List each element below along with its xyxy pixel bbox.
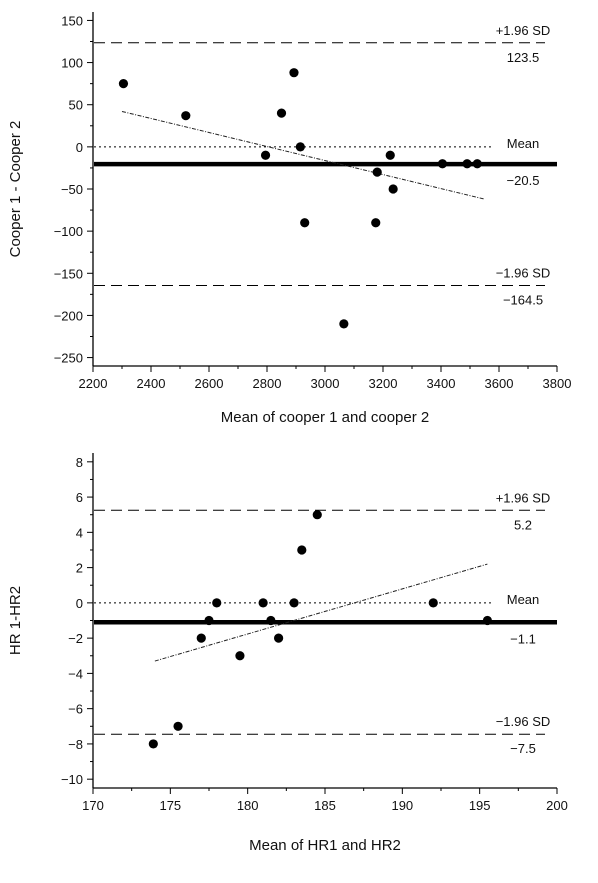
hr-y-tick-label: −2 <box>68 631 83 646</box>
cooper-y-tick-label: 50 <box>69 98 83 113</box>
cooper-data-point <box>276 108 287 118</box>
cooper-data-point <box>371 218 381 228</box>
cooper-bland-altman-plot: 150 100 50 0 −50 −100 −150 −200 −250 2200 2400 2600… <box>7 12 571 426</box>
cooper-data-point <box>472 159 482 169</box>
hr-y-tick-label: 2 <box>76 561 83 576</box>
hr-data-point <box>428 598 438 608</box>
hr-data-point <box>235 651 245 661</box>
cooper-y-tick-label: 150 <box>61 13 83 28</box>
hr-lower-limit-label: −1.96 SD <box>496 714 551 729</box>
hr-data-point <box>173 721 183 731</box>
cooper-data-point <box>260 150 271 160</box>
cooper-upper-limit-label: +1.96 SD <box>496 23 551 38</box>
hr-upper-limit-label: +1.96 SD <box>496 490 551 505</box>
cooper-mean-value: −20.5 <box>507 173 540 188</box>
cooper-data-point <box>118 79 129 89</box>
cooper-x-tick-label: 2400 <box>137 376 166 391</box>
cooper-lower-limit-label: −1.96 SD <box>496 266 551 281</box>
hr-x-tick-label: 195 <box>469 798 491 813</box>
hr-mean-value: −1.1 <box>510 631 536 646</box>
hr-y-tick-label: 6 <box>76 490 83 505</box>
hr-data-point <box>148 739 158 749</box>
hr-x-axis-label: Mean of HR1 and HR2 <box>249 837 401 854</box>
hr-x-tick-label: 200 <box>546 798 568 813</box>
cooper-x-tick-label: 3400 <box>427 376 456 391</box>
cooper-data-point <box>462 159 472 169</box>
hr-y-tick-label: −10 <box>61 772 83 787</box>
hr-x-tick-label: 185 <box>314 798 336 813</box>
hr-upper-limit-value: 5.2 <box>514 517 532 532</box>
hr-data-point <box>196 633 206 643</box>
cooper-x-tick-label: 3000 <box>311 376 340 391</box>
hr-data-point <box>212 598 222 608</box>
cooper-x-tick-label: 3600 <box>485 376 514 391</box>
cooper-x-tick-label: 2600 <box>195 376 224 391</box>
cooper-data-point <box>339 319 349 329</box>
hr-data-point <box>289 598 299 608</box>
cooper-data-point <box>300 218 310 228</box>
hr-data-point <box>274 633 284 643</box>
hr-data-point <box>204 615 214 626</box>
hr-y-tick-label: 8 <box>76 455 83 470</box>
hr-x-tick-label: 170 <box>82 798 104 813</box>
hr-y-tick-label: 0 <box>76 596 83 611</box>
cooper-x-tick-label: 3200 <box>369 376 398 391</box>
hr-x-tick-label: 180 <box>237 798 259 813</box>
hr-mean-label: Mean <box>507 592 540 607</box>
hr-y-tick-label: 4 <box>76 525 83 540</box>
hr-y-tick-label: −8 <box>68 737 83 752</box>
cooper-mean-label: Mean <box>507 136 540 151</box>
cooper-x-tick-label: 2200 <box>79 376 108 391</box>
hr-x-tick-label: 190 <box>391 798 413 813</box>
cooper-data-point <box>437 159 448 169</box>
cooper-x-tick-label: 2800 <box>253 376 282 391</box>
cooper-y-tick-label: −200 <box>54 308 83 323</box>
hr-regression-line <box>154 563 488 662</box>
cooper-y-tick-label: −100 <box>54 224 83 239</box>
cooper-y-axis-label: Cooper 1 - Cooper 2 <box>7 121 24 258</box>
cooper-data-point <box>181 111 191 121</box>
hr-data-point <box>297 545 307 555</box>
cooper-data-point <box>385 150 395 160</box>
cooper-upper-limit-value: 123.5 <box>507 50 540 65</box>
cooper-data-point <box>372 167 382 177</box>
cooper-data-point <box>388 184 398 194</box>
cooper-x-axis-label: Mean of cooper 1 and cooper 2 <box>221 409 429 426</box>
cooper-y-tick-label: 0 <box>76 140 83 155</box>
cooper-y-tick-label: −150 <box>54 266 83 281</box>
cooper-regression-line <box>121 110 485 200</box>
hr-y-tick-label: −4 <box>68 666 83 681</box>
hr-lower-limit-value: −7.5 <box>510 741 536 756</box>
cooper-x-tick-label: 3800 <box>543 376 572 391</box>
cooper-lower-limit-value: −164.5 <box>503 293 543 308</box>
hr-data-point <box>266 615 276 626</box>
hr-y-tick-label: −6 <box>68 702 83 717</box>
hr-x-tick-label: 175 <box>159 798 181 813</box>
cooper-y-tick-label: −50 <box>61 182 83 197</box>
cooper-data-point <box>289 68 299 78</box>
cooper-y-tick-label: 100 <box>61 56 83 71</box>
hr-bland-altman-plot: 8 6 4 2 0 −2 −4 −6 −8 −10 170 175 180 185 190 195 200 Mea… <box>7 453 568 854</box>
cooper-y-tick-label: −250 <box>54 351 83 366</box>
cooper-data-point <box>295 142 305 152</box>
hr-data-point <box>482 615 492 626</box>
hr-data-point <box>258 598 268 608</box>
hr-y-axis-label: HR 1-HR2 <box>7 586 24 655</box>
hr-data-point <box>312 510 322 520</box>
